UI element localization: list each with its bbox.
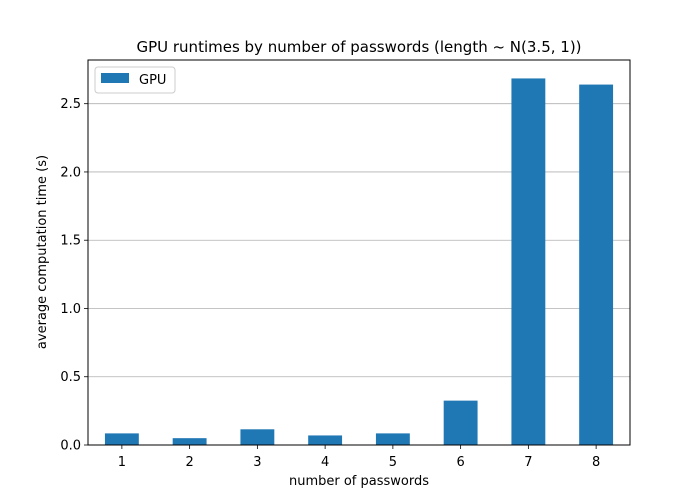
y-tick-label: 2.0 xyxy=(60,165,81,180)
x-axis-label: number of passwords xyxy=(289,474,429,489)
x-tick-label: 5 xyxy=(389,455,397,470)
x-ticks: 1 2 3 4 5 6 7 8 xyxy=(118,445,600,470)
legend-label-gpu: GPU xyxy=(139,73,166,88)
bar xyxy=(240,429,275,445)
y-tick-label: 1.0 xyxy=(60,302,81,317)
bar xyxy=(308,435,343,445)
bar xyxy=(443,400,478,445)
chart-title: GPU runtimes by number of passwords (len… xyxy=(136,38,581,56)
legend-swatch xyxy=(101,73,129,83)
bar xyxy=(104,433,139,445)
x-tick-label: 4 xyxy=(321,455,329,470)
x-tick-label: 8 xyxy=(592,455,600,470)
x-tick-label: 3 xyxy=(253,455,261,470)
bar xyxy=(579,84,614,446)
legend: GPU xyxy=(94,66,176,94)
x-tick-label: 6 xyxy=(456,455,464,470)
y-tick-label: 1.5 xyxy=(60,234,81,249)
plot-frame xyxy=(87,59,631,446)
bar xyxy=(172,438,207,445)
y-ticks: 0.0 0.5 1.0 1.5 2.0 2.5 xyxy=(60,97,88,454)
x-tick-label: 1 xyxy=(118,455,126,470)
bars xyxy=(104,78,614,446)
y-tick-label: 0.0 xyxy=(60,439,81,454)
bar xyxy=(511,78,546,446)
bar xyxy=(375,433,410,445)
y-gridlines xyxy=(88,103,630,446)
x-tick-label: 7 xyxy=(524,455,532,470)
x-tick-label: 2 xyxy=(185,455,193,470)
y-tick-label: 0.5 xyxy=(60,370,81,385)
y-axis-label: average computation time (s) xyxy=(35,155,50,349)
y-tick-label: 2.5 xyxy=(60,97,81,112)
